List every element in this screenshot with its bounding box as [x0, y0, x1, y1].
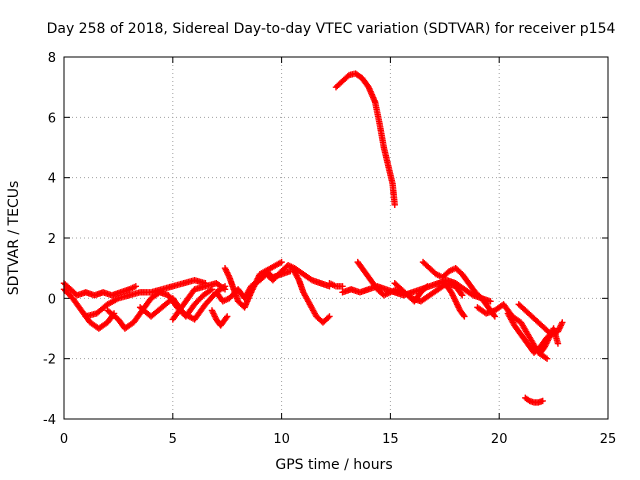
- data-point: [491, 313, 499, 320]
- y-tick-label: -2: [43, 353, 56, 368]
- plot-frame: [63, 56, 609, 420]
- chart-title: Day 258 of 2018, Sidereal Day-to-day VTE…: [47, 21, 616, 37]
- data-point: [324, 314, 332, 321]
- data-point: [422, 284, 430, 291]
- y-tick-label: 4: [48, 172, 56, 187]
- data-point: [559, 319, 566, 326]
- y-tick-label: 2: [48, 232, 56, 247]
- data-point: [461, 313, 468, 320]
- y-tick-label: 8: [48, 51, 56, 66]
- x-tick-label: 25: [600, 432, 617, 447]
- data-points: [60, 70, 566, 406]
- data-point: [487, 298, 494, 305]
- data-point: [221, 286, 229, 293]
- data-point: [460, 312, 467, 319]
- data-point: [339, 283, 346, 290]
- data-point: [459, 292, 466, 299]
- y-tick-label: 6: [48, 111, 56, 126]
- data-point: [554, 340, 562, 347]
- y-axis-label: SDTVAR / TECUs: [6, 181, 22, 296]
- grid-lines: [64, 57, 608, 419]
- data-point: [391, 201, 398, 209]
- data-point: [539, 397, 546, 405]
- data-point: [223, 314, 230, 321]
- x-tick-label: 5: [169, 432, 177, 447]
- x-tick-label: 20: [491, 432, 508, 447]
- data-point: [132, 283, 140, 290]
- data-point: [458, 290, 465, 298]
- data-point: [278, 258, 285, 266]
- y-tick-label: 0: [48, 292, 56, 307]
- x-tick-label: 15: [382, 432, 399, 447]
- x-tick-label: 10: [273, 432, 290, 447]
- data-point: [424, 283, 431, 290]
- data-point: [224, 313, 231, 320]
- data-point: [326, 313, 333, 320]
- x-axis-label: GPS time / hours: [275, 457, 392, 473]
- x-tick-label: 0: [60, 432, 68, 447]
- axis-ticks: 0 5 10 15 20 25 -4 -2 0 2 4 6 8: [43, 51, 616, 447]
- data-point: [543, 355, 551, 362]
- y-tick-label: -4: [43, 413, 56, 428]
- data-point: [287, 267, 294, 275]
